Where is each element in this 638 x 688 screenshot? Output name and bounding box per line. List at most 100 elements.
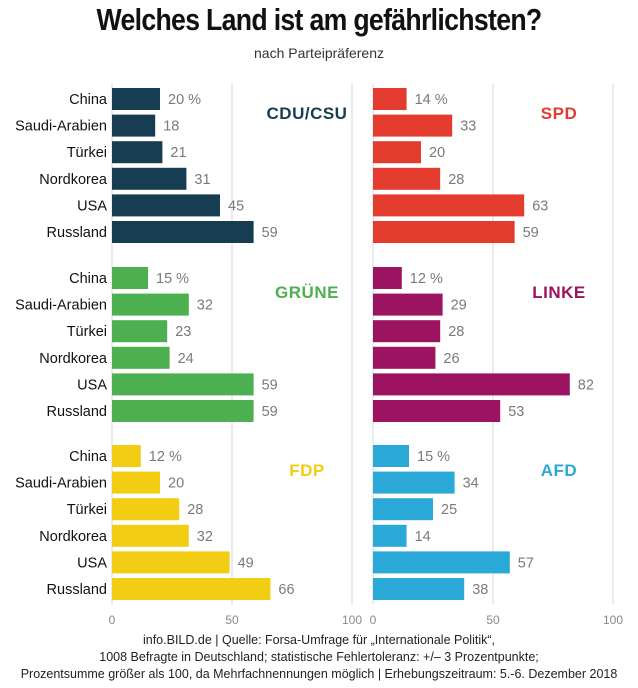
party-title: GRÜNE — [275, 283, 339, 302]
value-label: 26 — [443, 351, 459, 367]
value-label: 49 — [238, 555, 254, 571]
panel-linke: 12 % 29 28 26 82 53 LINKE — [373, 267, 594, 422]
bar-gruene-china — [112, 267, 148, 289]
category-label-tuerkei: Türkei — [67, 145, 107, 161]
bar-afd-tuerkei — [373, 498, 433, 521]
value-label: 28 — [187, 502, 203, 518]
x-tick-label: 100 — [603, 613, 623, 627]
value-label: 12 % — [149, 449, 182, 465]
bar-gruene-saudi-arabien — [112, 293, 189, 316]
value-label: 32 — [197, 298, 213, 314]
bar-afd-nordkorea — [373, 524, 407, 547]
category-label-china: China — [69, 92, 108, 108]
value-label: 20 — [429, 145, 445, 161]
footnote-line-2: 1008 Befragte in Deutschland; statistisc… — [99, 650, 539, 664]
value-label: 24 — [178, 351, 194, 367]
x-tick-label: 100 — [342, 613, 362, 627]
bar-fdp-tuerkei — [112, 498, 180, 521]
category-label-saudi-arabien: Saudi-Arabien — [15, 298, 107, 314]
value-label: 15 % — [417, 449, 450, 465]
bar-gruene-usa — [112, 373, 254, 396]
value-label: 20 % — [168, 92, 201, 108]
panel-cdu-csu: China 20 % Saudi-Arabien 18 Türkei 21 Nordkore… — [15, 88, 347, 243]
bar-cdu-csu-nordkorea — [112, 167, 187, 190]
bar-cdu-csu-china — [112, 88, 160, 110]
value-label: 14 % — [415, 92, 448, 108]
party-title: FDP — [289, 461, 325, 480]
category-label-usa: USA — [77, 555, 107, 571]
chart-title: Welches Land ist am gefährlichsten? — [96, 2, 542, 37]
category-label-russland: Russland — [47, 582, 107, 598]
category-label-tuerkei: Türkei — [67, 502, 107, 518]
bar-fdp-china — [112, 445, 141, 467]
bar-linke-usa — [373, 373, 570, 396]
panel-gruene: China 15 % Saudi-Arabien 32 Türkei 23 Nordkore… — [15, 267, 339, 422]
bar-spd-usa — [373, 194, 525, 217]
panel-afd: 15 % 34 25 14 57 38 AFD — [373, 445, 577, 600]
bar-afd-china — [373, 445, 409, 467]
x-tick-label: 0 — [109, 613, 116, 627]
value-label: 32 — [197, 529, 213, 545]
bar-linke-saudi-arabien — [373, 293, 443, 316]
value-label: 33 — [460, 119, 476, 135]
party-title: LINKE — [532, 283, 586, 302]
value-label: 31 — [194, 172, 210, 188]
value-label: 38 — [472, 582, 488, 598]
bar-afd-russland — [373, 578, 465, 600]
bar-linke-china — [373, 267, 402, 289]
value-label: 29 — [451, 298, 467, 314]
value-label: 45 — [228, 198, 244, 214]
bar-spd-china — [373, 88, 407, 110]
category-label-china: China — [69, 449, 108, 465]
category-label-usa: USA — [77, 377, 107, 393]
bar-gruene-tuerkei — [112, 320, 168, 343]
bar-gruene-nordkorea — [112, 346, 170, 369]
bar-spd-nordkorea — [373, 167, 441, 190]
value-label: 23 — [175, 324, 191, 340]
value-label: 25 — [441, 502, 457, 518]
value-label: 59 — [262, 404, 278, 420]
chart-subtitle: nach Parteipräferenz — [254, 45, 384, 61]
category-label-saudi-arabien: Saudi-Arabien — [15, 119, 107, 135]
category-label-usa: USA — [77, 198, 107, 214]
bar-spd-saudi-arabien — [373, 114, 453, 137]
category-label-tuerkei: Türkei — [67, 324, 107, 340]
party-title: SPD — [541, 104, 577, 123]
bar-fdp-russland — [112, 578, 271, 600]
value-label: 15 % — [156, 271, 189, 287]
bar-afd-usa — [373, 551, 510, 574]
value-label: 63 — [532, 198, 548, 214]
value-label: 28 — [448, 172, 464, 188]
x-tick-label: 0 — [370, 613, 377, 627]
bar-spd-russland — [373, 221, 515, 243]
value-label: 14 — [415, 529, 431, 545]
category-label-china: China — [69, 271, 108, 287]
value-label: 66 — [278, 582, 294, 598]
footnote-line-3: Prozentsumme größer als 100, da Mehrfach… — [20, 667, 618, 681]
x-tick-label: 50 — [225, 613, 239, 627]
panel-fdp: China 12 % Saudi-Arabien 20 Türkei 28 Nordkore… — [15, 445, 325, 600]
bar-fdp-nordkorea — [112, 524, 189, 547]
category-label-russland: Russland — [47, 404, 107, 420]
bar-cdu-csu-russland — [112, 221, 254, 243]
category-label-russland: Russland — [47, 225, 107, 241]
bar-linke-tuerkei — [373, 320, 441, 343]
party-title: CDU/CSU — [267, 104, 348, 123]
party-title: AFD — [541, 461, 577, 480]
value-label: 18 — [163, 119, 179, 135]
value-label: 59 — [523, 225, 539, 241]
value-label: 34 — [463, 476, 479, 492]
bar-linke-nordkorea — [373, 346, 436, 369]
category-label-nordkorea: Nordkorea — [39, 529, 108, 545]
footnote-line-1: info.BILD.de | Quelle: Forsa-Umfrage für… — [142, 633, 495, 647]
bar-fdp-saudi-arabien — [112, 471, 160, 494]
value-label: 28 — [448, 324, 464, 340]
bar-cdu-csu-saudi-arabien — [112, 114, 156, 137]
bar-cdu-csu-usa — [112, 194, 220, 217]
x-tick-label: 50 — [486, 613, 500, 627]
value-label: 53 — [508, 404, 524, 420]
value-label: 12 % — [410, 271, 443, 287]
bar-fdp-usa — [112, 551, 230, 574]
value-label: 21 — [170, 145, 186, 161]
